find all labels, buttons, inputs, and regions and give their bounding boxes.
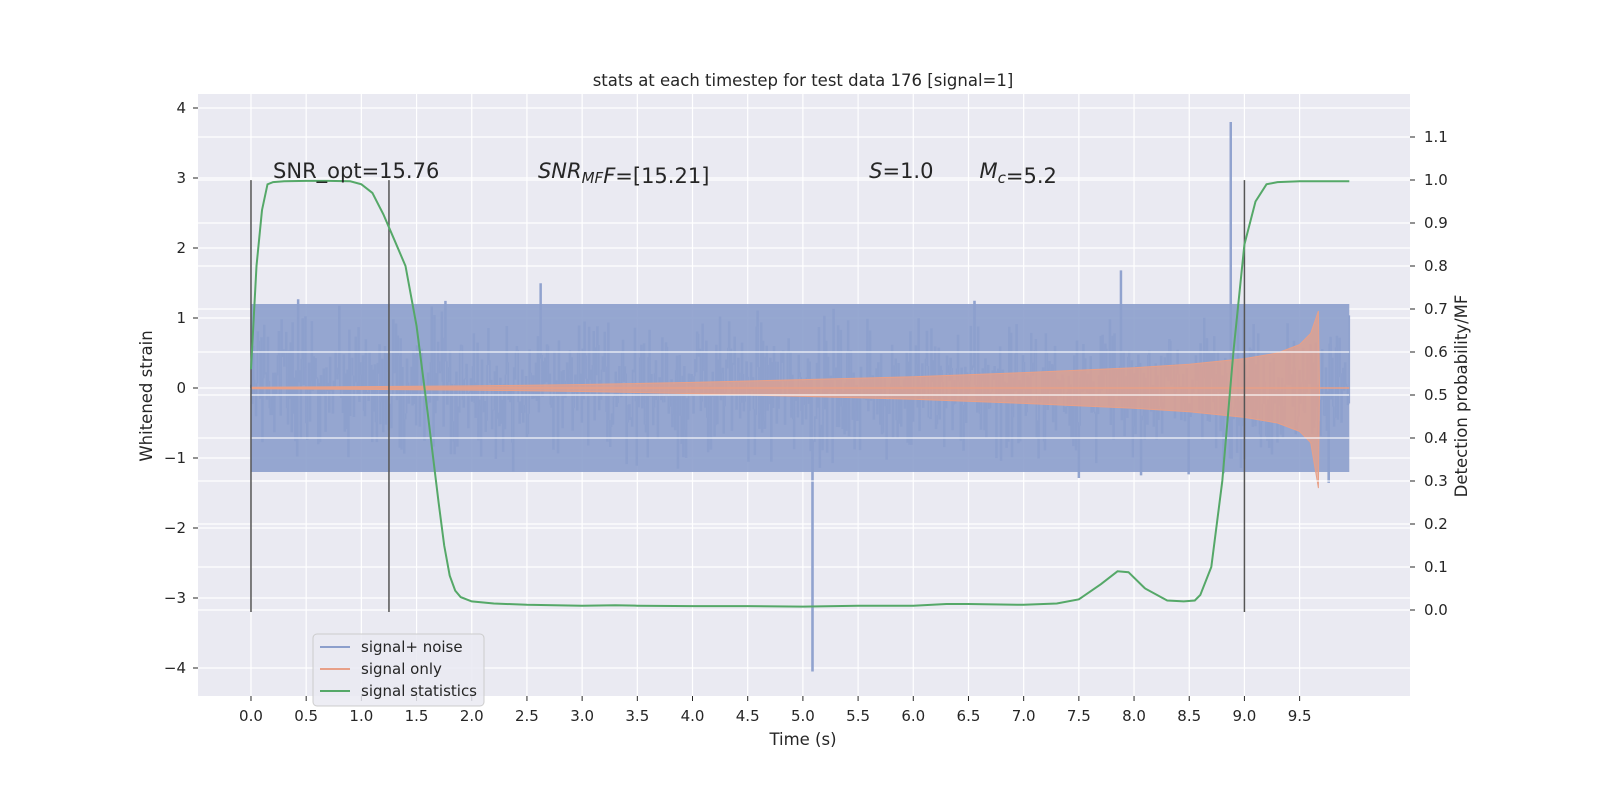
legend-label-signal-statistics: signal statistics bbox=[361, 682, 477, 700]
annotation-1: SNRMFF=[15.21] bbox=[538, 159, 709, 188]
y-axis-label: Whitened strain bbox=[137, 330, 156, 461]
annotation-0: SNR_opt=15.76 bbox=[273, 159, 439, 184]
annotation-3: Mc=5.2 bbox=[980, 159, 1057, 188]
x-tick-label: 4.5 bbox=[736, 707, 760, 725]
y-tick-label: 3 bbox=[176, 169, 186, 187]
y-tick-label: −1 bbox=[164, 449, 186, 467]
legend: signal+ noise signal only signal statist… bbox=[312, 633, 485, 707]
y-tick-label: 0 bbox=[176, 379, 186, 397]
x-tick-label: 2.0 bbox=[460, 707, 484, 725]
x-tick-label: 9.5 bbox=[1288, 707, 1312, 725]
y-right-tick-label: 0.9 bbox=[1424, 214, 1448, 232]
x-axis-label: Time (s) bbox=[768, 730, 836, 749]
y-right-tick-label: 0.6 bbox=[1424, 343, 1448, 361]
y-right-tick-label: 0.1 bbox=[1424, 558, 1448, 576]
x-tick-label: 5.0 bbox=[791, 707, 815, 725]
y-right-tick-label: 0.2 bbox=[1424, 515, 1448, 533]
y-tick-label: 2 bbox=[176, 239, 186, 257]
x-tick-label: 7.5 bbox=[1067, 707, 1091, 725]
stats-line bbox=[250, 179, 1350, 608]
y-right-tick-label: 0.3 bbox=[1424, 472, 1448, 490]
legend-label-signal-plus-noise: signal+ noise bbox=[361, 638, 463, 656]
legend-box bbox=[312, 633, 485, 707]
chart-title: stats at each timestep for test data 176… bbox=[593, 71, 1014, 90]
y-right-tick-label: 0.0 bbox=[1424, 601, 1448, 619]
x-tick-label: 3.0 bbox=[570, 707, 594, 725]
y-tick-label: 1 bbox=[176, 309, 186, 327]
x-tick-label: 8.5 bbox=[1177, 707, 1201, 725]
x-tick-label: 0.5 bbox=[294, 707, 318, 725]
y-tick-label: −3 bbox=[164, 589, 186, 607]
x-tick-label: 6.0 bbox=[901, 707, 925, 725]
y-tick-label: 4 bbox=[176, 99, 186, 117]
series-signal-only bbox=[250, 310, 1350, 489]
y-right-tick-label: 0.5 bbox=[1424, 386, 1448, 404]
x-tick-label: 4.0 bbox=[681, 707, 705, 725]
x-tick-label: 7.0 bbox=[1012, 707, 1036, 725]
series-signal-statistics bbox=[250, 179, 1350, 608]
annotation-2: S=1.0 bbox=[869, 159, 933, 183]
x-tick-label: 6.5 bbox=[957, 707, 981, 725]
x-tick-label: 5.5 bbox=[846, 707, 870, 725]
ticks: 0.0 0.5 1.0 1.5 2.0 2.5 3.0 3.5 4.0 4.5 5.0 5.5 6.0 6… bbox=[164, 99, 1448, 725]
x-tick-label: 2.5 bbox=[515, 707, 539, 725]
y-right-tick-label: 1.1 bbox=[1424, 128, 1448, 146]
annotations: SNR_opt=15.76 SNRMFF=[15.21] S=1.0 Mc=5.2 bbox=[273, 159, 1057, 188]
x-tick-label: 8.0 bbox=[1122, 707, 1146, 725]
x-tick-label: 0.0 bbox=[239, 707, 263, 725]
y-right-tick-label: 0.8 bbox=[1424, 257, 1448, 275]
x-tick-label: 9.0 bbox=[1232, 707, 1256, 725]
y-right-tick-label: 0.4 bbox=[1424, 429, 1448, 447]
legend-label-signal-only: signal only bbox=[361, 660, 442, 678]
y-right-tick-label: 1.0 bbox=[1424, 171, 1448, 189]
y-right-tick-label: 0.7 bbox=[1424, 300, 1448, 318]
x-tick-label: 1.0 bbox=[349, 707, 373, 725]
y-axis-right-label: Detection probability/MF bbox=[1452, 295, 1471, 498]
x-tick-label: 1.5 bbox=[405, 707, 429, 725]
x-tick-label: 3.5 bbox=[625, 707, 649, 725]
y-tick-label: −4 bbox=[164, 659, 186, 677]
y-tick-label: −2 bbox=[164, 519, 186, 537]
